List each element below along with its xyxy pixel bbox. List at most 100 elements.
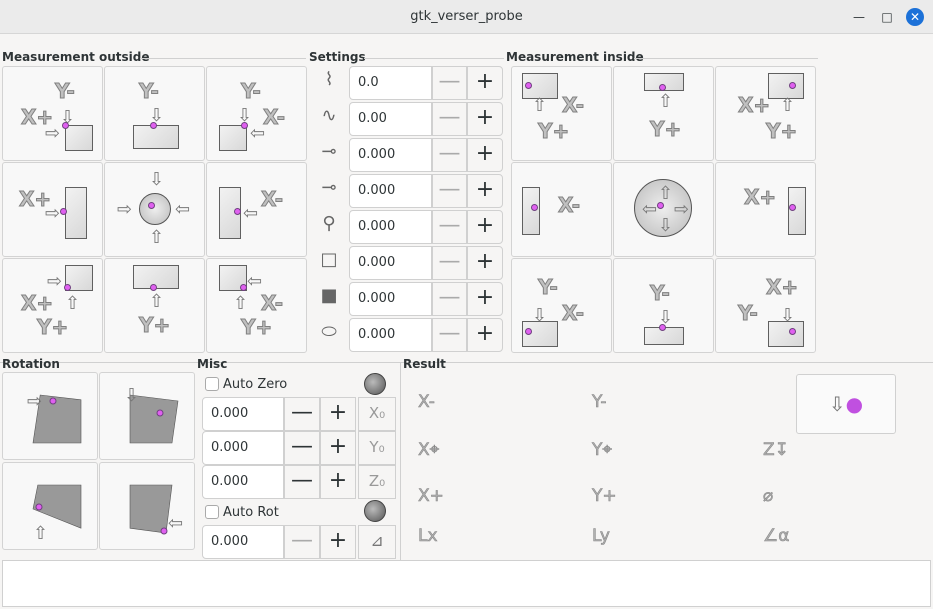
- plus-button[interactable]: +: [320, 431, 356, 465]
- auto-rot-checkbox[interactable]: [205, 505, 219, 519]
- measurement-outside-button-2[interactable]: ⇩ Y-: [104, 66, 205, 161]
- close-button[interactable]: ✕: [906, 8, 924, 26]
- plus-button[interactable]: +: [320, 397, 356, 431]
- axis-label: X-: [260, 291, 284, 315]
- measurement-inside-button-1[interactable]: ⇧ X- Y+: [511, 66, 612, 161]
- measurement-outside-button-6[interactable]: ⇦ X-: [206, 162, 307, 257]
- title-bar: gtk_verser_probe — □ ✕: [0, 0, 933, 34]
- measurement-outside-button-7[interactable]: ⇨ ⇧ X+ Y+: [2, 258, 103, 353]
- measurement-outside-button-8[interactable]: ⇧ Y+: [104, 258, 205, 353]
- maximize-button[interactable]: □: [881, 10, 893, 24]
- offset-entry[interactable]: 0.000: [202, 465, 284, 499]
- arrow-icon: ⇦: [250, 123, 266, 144]
- settings-entry[interactable]: 0.000: [349, 138, 432, 172]
- measurement-outside-button-5[interactable]: ⇩ ⇧ ⇨ ⇦: [104, 162, 205, 257]
- minus-button[interactable]: —: [432, 318, 467, 352]
- result-5-label: X+: [418, 486, 444, 507]
- rotation-button-2[interactable]: ⇩: [99, 372, 195, 460]
- workpiece-icon: [65, 187, 87, 239]
- measurement-inside-button-2[interactable]: ⇧ Y+: [613, 66, 714, 161]
- axis-label: Y+: [649, 117, 682, 141]
- measurement-inside-button-6[interactable]: X+: [715, 162, 816, 257]
- settings-row: ⬭ 0.000— +: [309, 318, 505, 352]
- rotation-button-3[interactable]: ⇧: [2, 462, 98, 550]
- rotation-plus-button[interactable]: +: [320, 525, 356, 559]
- measurement-outside-button-3[interactable]: ⇩ ⇦ Y- X-: [206, 66, 307, 161]
- divider: [140, 58, 306, 59]
- settings-row: ⊸ 0.000— +: [309, 138, 505, 172]
- measurement-inside-button-4[interactable]: X-: [511, 162, 612, 257]
- zero-axis-button[interactable]: X₀: [358, 397, 396, 431]
- rotation-apply-button[interactable]: ⊿: [358, 525, 396, 559]
- plus-button[interactable]: +: [467, 102, 503, 136]
- zero-axis-button[interactable]: Y₀: [358, 431, 396, 465]
- arrow-icon: ⇦: [168, 513, 184, 534]
- settings-entry[interactable]: 0.000: [349, 318, 432, 352]
- rotation-entry[interactable]: 0.000: [202, 525, 284, 559]
- minus-button[interactable]: —: [284, 431, 320, 465]
- measurement-outside-button-4[interactable]: ⇨ X+: [2, 162, 103, 257]
- minus-button[interactable]: —: [432, 174, 467, 208]
- probe-search-velocity-icon: ⌇: [324, 69, 334, 90]
- probe-point-icon: [525, 82, 532, 89]
- offset-entry[interactable]: 0.000: [202, 431, 284, 465]
- axis-label: X-: [561, 93, 585, 117]
- settings-entry[interactable]: 0.000: [349, 282, 432, 316]
- zero-axis-button[interactable]: Z₀: [358, 465, 396, 499]
- workpiece-icon: [65, 125, 93, 151]
- axis-label: Y-: [241, 79, 262, 103]
- arrow-icon: ⇩: [124, 385, 140, 406]
- probe-point-icon: [789, 204, 796, 211]
- plus-button[interactable]: +: [467, 66, 503, 100]
- arrow-icon: ⇧: [780, 95, 796, 116]
- axis-label: X+: [737, 93, 771, 117]
- minus-button[interactable]: —: [432, 246, 467, 280]
- plus-button[interactable]: +: [467, 318, 503, 352]
- settings-entry[interactable]: 0.000: [349, 210, 432, 244]
- offset-entry[interactable]: 0.000: [202, 397, 284, 431]
- minus-button[interactable]: —: [432, 282, 467, 316]
- settings-entry[interactable]: 0.000: [349, 174, 432, 208]
- minus-button[interactable]: —: [432, 102, 467, 136]
- divider: [0, 362, 933, 363]
- rotation-minus-button[interactable]: —: [284, 525, 320, 559]
- settings-entry[interactable]: 0.0: [349, 66, 432, 100]
- divider: [364, 58, 504, 59]
- axis-label: Y+: [36, 315, 69, 339]
- measurement-inside-label: Measurement inside: [506, 50, 644, 64]
- minimize-button[interactable]: —: [853, 10, 865, 24]
- arrow-icon: ⇩: [237, 105, 253, 126]
- plus-button[interactable]: +: [320, 465, 356, 499]
- measurement-inside-button-9[interactable]: ⇩ X+ Y-: [715, 258, 816, 353]
- measurement-outside-label: Measurement outside: [2, 50, 150, 64]
- minus-button[interactable]: —: [432, 66, 467, 100]
- rotation-button-1[interactable]: ⇨: [2, 372, 98, 460]
- plus-button[interactable]: +: [467, 210, 503, 244]
- minus-button[interactable]: —: [432, 210, 467, 244]
- measurement-inside-button-5[interactable]: ⇧ ⇩ ⇦ ⇨: [613, 162, 714, 257]
- settings-entry[interactable]: 0.00: [349, 102, 432, 136]
- measurement-inside-button-7[interactable]: ⇩ Y- X-: [511, 258, 612, 353]
- plus-button[interactable]: +: [467, 138, 503, 172]
- auto-zero-checkbox[interactable]: [205, 377, 219, 391]
- plus-button[interactable]: +: [467, 174, 503, 208]
- plus-button[interactable]: +: [467, 246, 503, 280]
- arrow-icon: ⇩: [780, 305, 796, 326]
- arrow-icon: ⇨: [117, 199, 133, 220]
- arrow-icon: ⇨: [45, 123, 61, 144]
- minus-button[interactable]: —: [432, 138, 467, 172]
- measurement-inside-button-8[interactable]: ⇩ Y-: [613, 258, 714, 353]
- measurement-outside-button-1[interactable]: ⇩ ⇨ Y- X+: [2, 66, 103, 161]
- plus-button[interactable]: +: [467, 282, 503, 316]
- minus-button[interactable]: —: [284, 465, 320, 499]
- result-1-label: Y-: [592, 392, 607, 413]
- arrow-icon: ⇧: [65, 293, 81, 314]
- settings-entry[interactable]: 0.000: [349, 246, 432, 280]
- minus-button[interactable]: —: [284, 397, 320, 431]
- probe-down-button[interactable]: ⇩●: [796, 374, 896, 434]
- probe-point-icon: [234, 208, 241, 215]
- measurement-inside-button-3[interactable]: ⇧ X+ Y+: [715, 66, 816, 161]
- result-4-label: Z↧: [763, 440, 789, 461]
- rotation-button-4[interactable]: ⇦: [99, 462, 195, 550]
- measurement-outside-button-9[interactable]: ⇦ ⇧ X- Y+: [206, 258, 307, 353]
